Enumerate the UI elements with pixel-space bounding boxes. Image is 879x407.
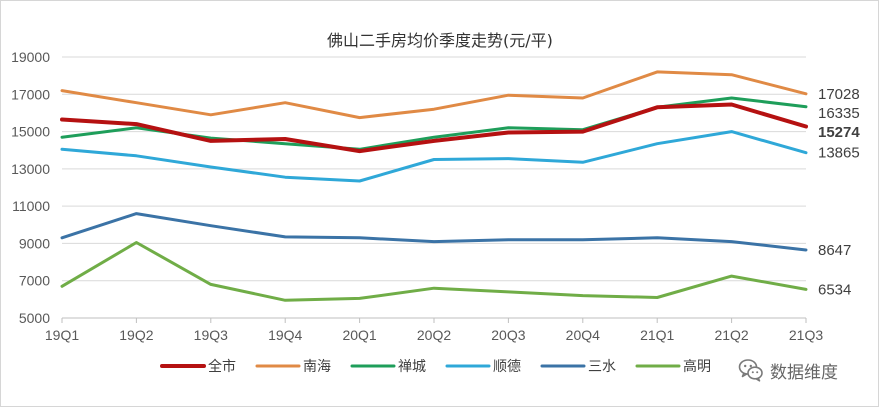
x-tick-label: 19Q4 (268, 327, 302, 343)
legend-label-顺德: 顺德 (493, 359, 521, 375)
legend-label-高明: 高明 (683, 358, 711, 375)
watermark: 数据维度 (738, 357, 838, 383)
y-tick-label: 17000 (11, 86, 50, 102)
end-label-顺德: 13865 (818, 145, 860, 162)
end-labels: 17028 16335 15274 13865 8647 6534 (818, 86, 860, 299)
legend-label-禅城: 禅城 (398, 359, 426, 375)
legend: 全市 南海 禅城 顺德 三水 高明 (160, 358, 711, 375)
x-tick-label: 21Q2 (714, 327, 748, 343)
end-label-高明: 6534 (818, 281, 851, 298)
y-tick-label: 5000 (19, 310, 50, 326)
grid-lines (62, 56, 806, 282)
x-tick-label: 19Q2 (119, 327, 153, 343)
legend-label-三水: 三水 (588, 359, 616, 375)
end-label-三水: 8647 (818, 242, 851, 259)
y-tick-label: 15000 (11, 124, 50, 140)
x-tick-label: 20Q1 (342, 327, 376, 343)
y-tick-label: 19000 (11, 49, 50, 65)
series-line-三水 (60, 212, 808, 252)
end-label-南海: 17028 (818, 86, 860, 103)
x-tick-label: 20Q4 (566, 327, 600, 343)
series-line-顺德 (60, 130, 808, 183)
x-tick-label: 20Q3 (491, 327, 525, 343)
series-line-高明 (60, 241, 808, 302)
series-lines (60, 70, 808, 302)
series-line-南海 (60, 70, 808, 120)
x-tick-label: 19Q3 (194, 327, 228, 343)
axes: 5000 7000 9000 11000 13000 15000 17000 19000 19Q… (11, 49, 823, 343)
end-label-禅城: 16335 (818, 105, 860, 122)
end-label-全市: 15274 (818, 124, 860, 141)
x-tick-label: 21Q3 (789, 327, 823, 343)
y-tick-label: 13000 (11, 161, 50, 177)
series-line-全市 (60, 102, 808, 154)
x-tick-label: 19Q1 (45, 327, 79, 343)
x-tick-label: 21Q1 (640, 327, 674, 343)
y-tick-label: 11000 (12, 198, 50, 214)
y-tick-label: 9000 (19, 235, 50, 251)
y-tick-label: 7000 (19, 273, 50, 289)
legend-label-全市: 全市 (208, 358, 236, 375)
x-tick-label: 20Q2 (417, 327, 451, 343)
chart-title: 佛山二手房均价季度走势(元/平) (327, 31, 553, 50)
legend-label-南海: 南海 (303, 359, 331, 375)
watermark-text: 数据维度 (770, 362, 838, 383)
wechat-icon (738, 359, 763, 382)
